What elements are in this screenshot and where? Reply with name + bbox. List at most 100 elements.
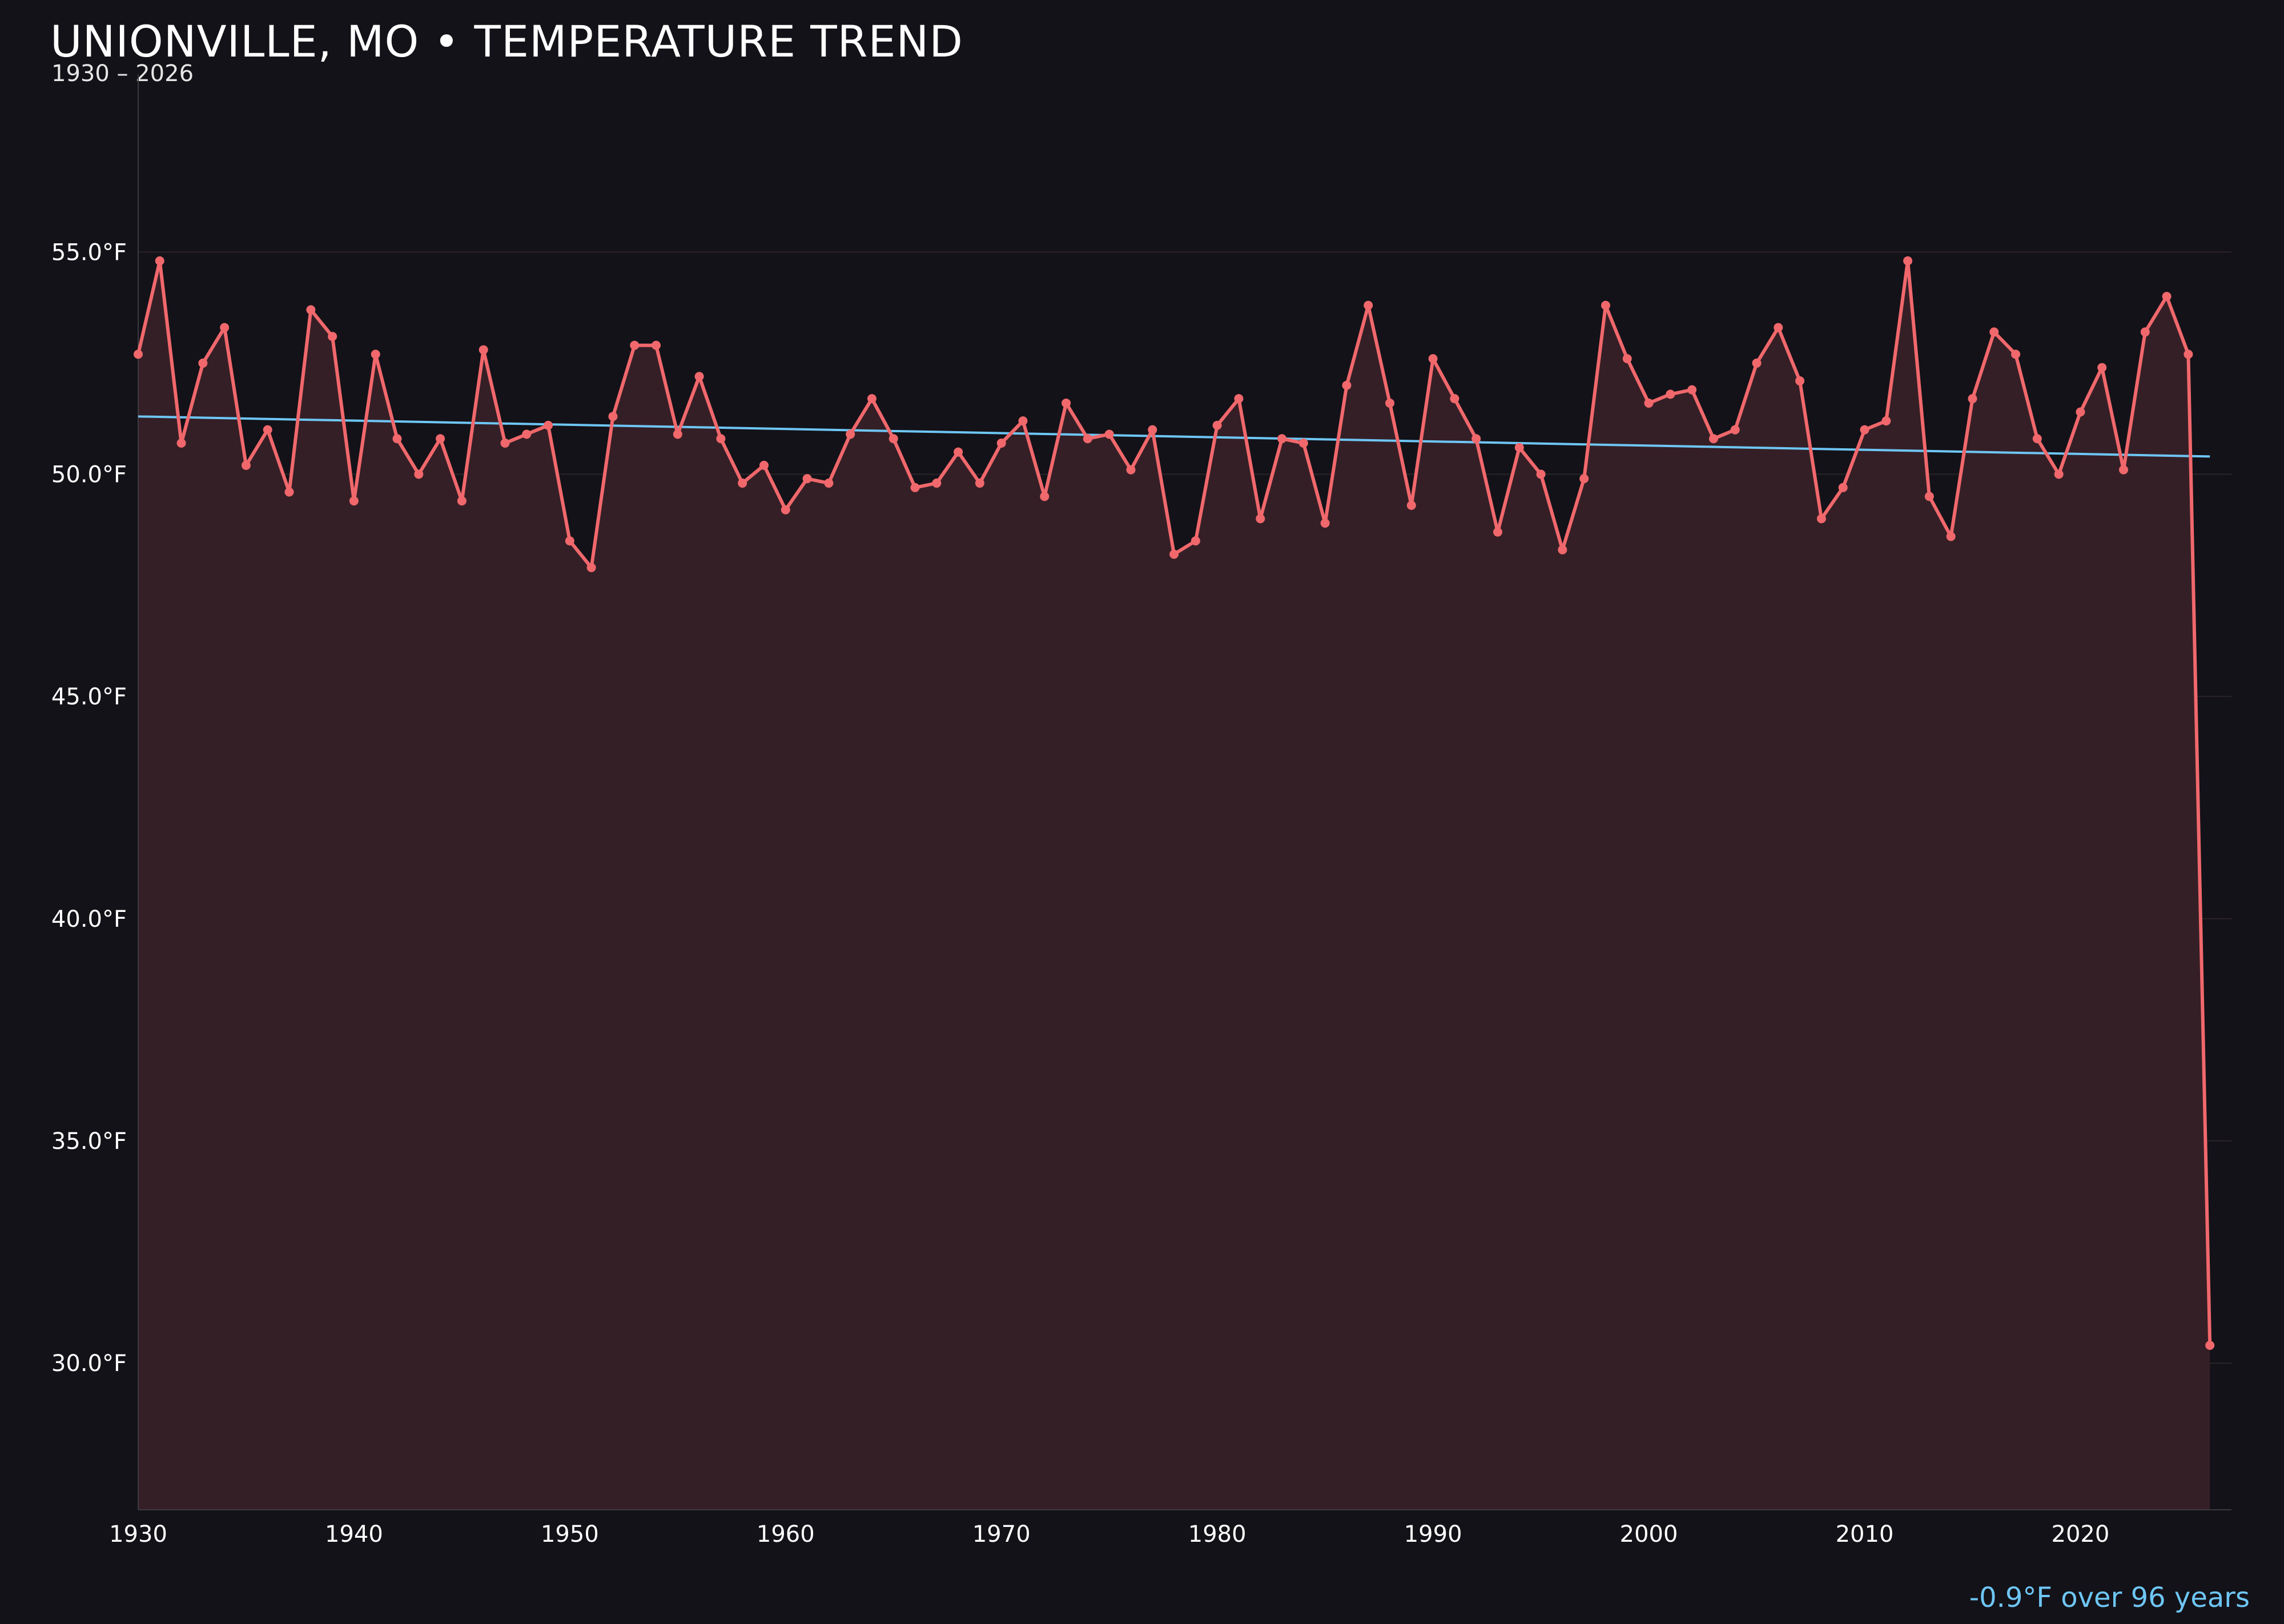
data-point — [824, 479, 834, 488]
data-point — [1622, 354, 1632, 364]
data-point — [932, 479, 942, 488]
temperature-area — [138, 260, 2210, 1510]
x-tick-label: 1960 — [757, 1521, 815, 1547]
data-point — [1148, 425, 1157, 435]
data-point — [1406, 500, 1416, 510]
data-point — [1795, 376, 1805, 386]
data-point — [954, 447, 963, 457]
data-point — [1644, 398, 1654, 408]
data-point — [910, 483, 920, 492]
data-point — [1212, 420, 1222, 430]
data-point — [500, 439, 510, 448]
x-tick-label: 1940 — [325, 1521, 383, 1547]
data-point — [176, 439, 186, 448]
data-point — [2119, 465, 2129, 475]
data-point — [284, 487, 294, 497]
data-point — [846, 429, 855, 439]
data-point — [1730, 425, 1740, 435]
data-point — [328, 332, 337, 341]
area-layer — [138, 260, 2210, 1510]
data-point — [1881, 416, 1891, 426]
trend-summary: -0.9°F over 96 years — [1969, 1582, 2250, 1614]
data-point — [1018, 416, 1028, 426]
tick-layer: 30.0°F 35.0°F 40.0°F 45.0°F 50.0°F 55.0°F 1930… — [51, 239, 2109, 1547]
y-tick-label: 50.0°F — [51, 461, 127, 488]
data-point — [888, 434, 898, 444]
data-point — [2076, 407, 2085, 417]
y-tick-label: 45.0°F — [51, 684, 127, 710]
data-point — [1666, 389, 1675, 399]
data-point — [1277, 434, 1287, 444]
x-tick-label: 2000 — [1620, 1521, 1678, 1547]
data-point — [155, 256, 164, 266]
data-point — [1234, 394, 1244, 404]
data-point — [2032, 434, 2042, 444]
data-point — [2011, 349, 2021, 359]
data-point — [1364, 300, 1373, 310]
data-point — [781, 505, 790, 514]
data-point — [522, 429, 532, 439]
data-point — [996, 439, 1006, 448]
data-point — [1385, 398, 1395, 408]
data-point — [1946, 532, 1956, 541]
data-point — [1816, 514, 1826, 524]
y-tick-label: 30.0°F — [51, 1350, 127, 1377]
data-point — [1752, 358, 1762, 368]
data-point — [1169, 549, 1179, 559]
data-point — [306, 305, 316, 315]
data-point — [478, 345, 488, 355]
data-point — [694, 372, 704, 381]
data-point — [1903, 256, 1913, 266]
data-point — [1126, 465, 1136, 475]
data-point — [349, 496, 359, 506]
data-point — [2205, 1341, 2215, 1350]
x-tick-label: 1930 — [109, 1521, 167, 1547]
data-point — [1774, 323, 1783, 332]
data-point — [1040, 492, 1049, 501]
data-point — [673, 429, 682, 439]
data-point — [565, 536, 574, 546]
x-tick-label: 1950 — [541, 1521, 599, 1547]
data-point — [2140, 327, 2150, 337]
data-point — [1298, 439, 1308, 448]
x-tick-label: 1990 — [1404, 1521, 1462, 1547]
data-point — [1104, 429, 1114, 439]
data-point — [198, 358, 208, 368]
y-tick-label: 55.0°F — [51, 239, 127, 266]
data-point — [867, 394, 876, 404]
data-point — [2184, 349, 2193, 359]
data-point — [1450, 394, 1459, 404]
data-point — [1558, 545, 1567, 554]
data-point — [1083, 434, 1092, 444]
data-point — [436, 434, 445, 444]
x-tick-label: 2020 — [2052, 1521, 2110, 1547]
data-point — [1579, 474, 1589, 484]
data-point — [241, 460, 251, 470]
data-point — [2162, 292, 2172, 302]
data-point — [975, 479, 984, 488]
data-point — [716, 434, 726, 444]
data-point — [414, 469, 424, 479]
data-point — [392, 434, 402, 444]
data-point — [263, 425, 272, 435]
x-tick-label: 2010 — [1836, 1521, 1894, 1547]
x-tick-label: 1970 — [972, 1521, 1031, 1547]
data-point — [1687, 385, 1697, 395]
trend-layer — [138, 415, 2210, 458]
x-tick-label: 1980 — [1188, 1521, 1246, 1547]
data-point — [457, 496, 467, 506]
data-point — [1924, 492, 1934, 501]
point-layer — [134, 256, 2215, 1350]
data-point — [802, 474, 812, 484]
y-tick-label: 40.0°F — [51, 906, 127, 932]
data-point — [1256, 514, 1265, 524]
data-point — [1860, 425, 1869, 435]
chart-subtitle: 1930 – 2026 — [51, 61, 194, 87]
data-point — [1428, 354, 1438, 364]
data-point — [371, 349, 380, 359]
data-point — [630, 340, 640, 350]
data-point — [1471, 434, 1481, 444]
data-point — [1320, 518, 1330, 528]
data-point — [1536, 469, 1546, 479]
